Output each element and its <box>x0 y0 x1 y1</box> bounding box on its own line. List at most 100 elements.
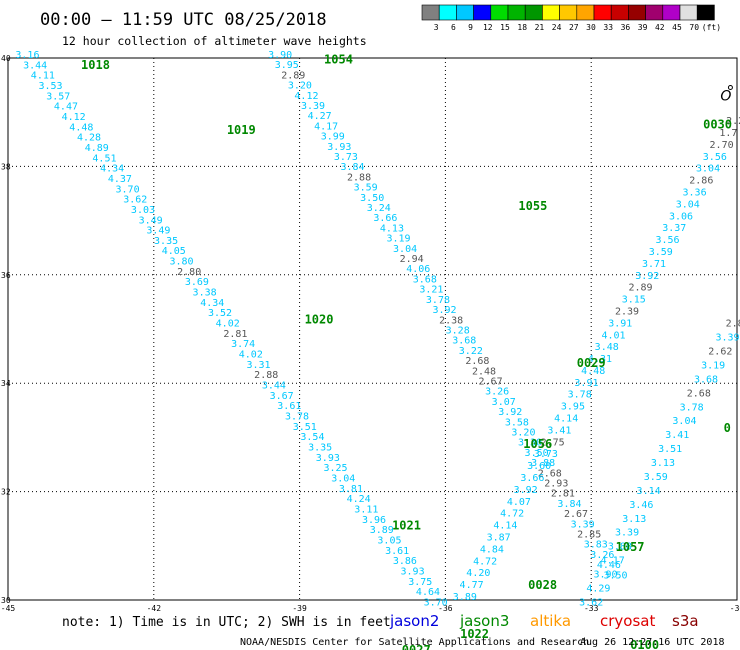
wave-height-value: 3.03 <box>131 205 155 216</box>
footnote: note: 1) Time is in UTC; 2) SWH is in fe… <box>62 615 391 630</box>
wave-height-value: 3.95 <box>275 60 299 71</box>
wave-height-value: 3.58 <box>505 417 529 428</box>
wave-height-value: 4.13 <box>380 223 404 234</box>
wave-height-value: 3.39 <box>715 333 739 344</box>
wave-height-value: 3.22 <box>459 346 483 357</box>
wave-height-value: 2.70 <box>710 140 734 151</box>
wave-height-value: 2.89 <box>281 70 305 81</box>
wave-height-value: 4.17 <box>601 556 625 567</box>
wave-height-value: 4.06 <box>406 264 430 275</box>
wave-height-value: 2.81 <box>223 329 247 340</box>
wave-height-value: 4.14 <box>493 521 517 532</box>
plot-frame <box>7 57 738 601</box>
colorbar-swatch <box>628 4 646 21</box>
colorbar-label: 18 <box>517 23 527 32</box>
wave-height-value: 3.78 <box>426 295 450 306</box>
wave-height-value: 3.91 <box>608 318 632 329</box>
time-label: 0027 <box>402 643 431 650</box>
wave-height-value: 2.39 <box>615 306 639 317</box>
wave-height-value: 3.59 <box>649 247 673 258</box>
wave-height-value: 3.68 <box>694 374 718 385</box>
wave-height-value: 3.13 <box>651 458 675 469</box>
wave-height-value: 2.80 <box>177 267 201 278</box>
colorbar-label: 24 <box>552 23 562 32</box>
wave-height-value: 3.81 <box>339 484 363 495</box>
wave-height-value: 4.89 <box>85 143 109 154</box>
wave-height-value: 2.85 <box>577 530 601 541</box>
wave-height-value: 3.26 <box>485 387 509 398</box>
wave-height-value: 3.35 <box>308 442 332 453</box>
wave-height-value: 3.62 <box>579 597 603 608</box>
wave-height-value: 2.48 <box>472 366 496 377</box>
wave-height-value: 3.59 <box>354 183 378 194</box>
x-tick-label: -45 <box>1 604 16 613</box>
wave-height-value: 2.67 <box>479 376 503 387</box>
wave-height-value: 3.61 <box>385 546 409 557</box>
wave-height-value: 3.73 <box>334 152 358 163</box>
colorbar-swatch <box>490 4 509 21</box>
time-label: 1018 <box>81 58 110 72</box>
wave-height-value: 3.44 <box>262 381 286 392</box>
wave-height-value: 4.01 <box>601 330 625 341</box>
colorbar-label: 30 <box>586 23 596 32</box>
wave-height-value: 4.05 <box>162 246 186 257</box>
wave-height-value: 3.60 <box>527 461 551 472</box>
x-tick-label: -42 <box>147 604 162 613</box>
wave-height-value: 3.84 <box>557 499 581 510</box>
wave-height-value: 4.72 <box>473 556 497 567</box>
wave-height-value: 3.78 <box>568 390 592 401</box>
wave-height-value: 3.90 <box>268 50 292 61</box>
wave-height-value: 3.25 <box>323 463 347 474</box>
wave-height-value: 4.24 <box>347 494 371 505</box>
wave-height-value: 3.19 <box>386 234 410 245</box>
wave-height-value: 3.41 <box>547 425 571 436</box>
wave-height-value: 3.84 <box>340 162 364 173</box>
wave-height-value: 3.93 <box>316 453 340 464</box>
wave-height-value: 4.02 <box>239 350 263 361</box>
degree-mark-icon <box>727 85 733 91</box>
colorbar-swatch <box>507 4 526 21</box>
y-tick-label: 40 <box>1 54 11 63</box>
wave-height-value: 3.88 <box>608 542 632 553</box>
colorbar-swatch <box>559 4 578 21</box>
wave-height-value: 4.12 <box>294 91 318 102</box>
time-label: 1054 <box>324 52 353 66</box>
colorbar-label: 6 <box>451 23 456 32</box>
colorbar-swatch <box>593 4 612 21</box>
colorbar-swatch <box>473 4 492 21</box>
colorbar-swatch <box>456 4 474 21</box>
wave-height-value: 4.27 <box>308 111 332 122</box>
x-tick-label: -30 <box>730 604 740 613</box>
wave-height-value: 3.11 <box>354 504 378 515</box>
wave-height-value: 3.04 <box>672 416 696 427</box>
wave-height-value: 3.78 <box>680 402 704 413</box>
wave-height-value: 4.37 <box>108 174 132 185</box>
wave-height-value: 2.62 <box>708 347 732 358</box>
wave-height-value: 3.48 <box>595 342 619 353</box>
colorbar-label: 12 <box>483 23 493 32</box>
colorbar-swatch <box>542 4 560 21</box>
wave-height-value: 3.78 <box>285 412 309 423</box>
wave-height-value: 3.37 <box>662 223 686 234</box>
time-label: 1056 <box>523 437 552 451</box>
wave-height-value: 4.31 <box>588 354 612 365</box>
wave-height-value: 3.75 <box>408 577 432 588</box>
high-pressure-symbol: O <box>720 89 731 105</box>
satellite-legend: jason2 jason3 altika cryosat s3a <box>389 612 699 630</box>
colorbar-swatch <box>696 4 715 21</box>
wave-height-value: 4.34 <box>100 164 124 175</box>
colorbar-label: 39 <box>638 23 648 32</box>
wave-height-value: 3.71 <box>642 259 666 270</box>
wave-height-value: 3.26 <box>590 550 614 561</box>
x-tick-label: -33 <box>584 604 599 613</box>
wave-height-value: 3.86 <box>393 556 417 567</box>
wave-height-value: 3.20 <box>511 427 535 438</box>
time-label: 0030 <box>703 117 732 131</box>
color-legend: 3 6 9 12 15 18 21 24 27 30 33 36 39 42 45 70 (ft) <box>421 4 721 32</box>
wave-height-value: 3.91 <box>574 378 598 389</box>
time-label: 0029 <box>577 356 606 370</box>
wave-height-value: 3.38 <box>193 288 217 299</box>
colorbar-label: 3 <box>434 23 439 32</box>
wave-height-value: 3.74 <box>231 339 255 350</box>
wave-height-value: 3.21 <box>419 285 443 296</box>
